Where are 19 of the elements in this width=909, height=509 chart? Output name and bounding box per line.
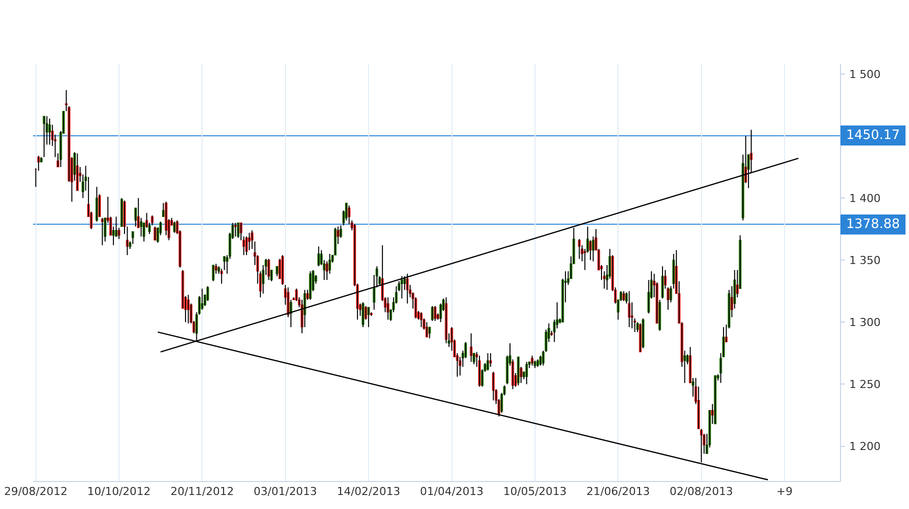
x-tick-label: +9 xyxy=(776,485,793,498)
x-tick-label: 10/10/2012 xyxy=(87,485,151,498)
ref-line-label: 1450.17 xyxy=(846,128,900,143)
y-tick-label: 1 500 xyxy=(849,68,881,81)
x-tick-label: 20/11/2012 xyxy=(170,485,234,498)
x-tick-label: 02/08/2013 xyxy=(670,485,734,498)
ref-line-label: 1378.88 xyxy=(846,217,900,232)
y-tick-label: 1 200 xyxy=(849,440,881,454)
x-tick-label: 29/08/2012 xyxy=(4,485,68,498)
x-tick-label: 14/02/2013 xyxy=(336,485,400,498)
y-tick-label: 1 300 xyxy=(849,316,881,329)
y-tick-label: 1 400 xyxy=(849,192,881,205)
x-tick-label: 03/01/2013 xyxy=(254,485,318,498)
x-tick-label: 21/06/2013 xyxy=(586,485,650,498)
x-tick-label: 01/04/2013 xyxy=(420,485,484,498)
y-tick-label: 1 350 xyxy=(849,254,881,267)
y-tick-label: 1 250 xyxy=(849,378,881,392)
candlestick xyxy=(714,375,717,424)
x-tick-label: 10/05/2013 xyxy=(503,485,567,498)
